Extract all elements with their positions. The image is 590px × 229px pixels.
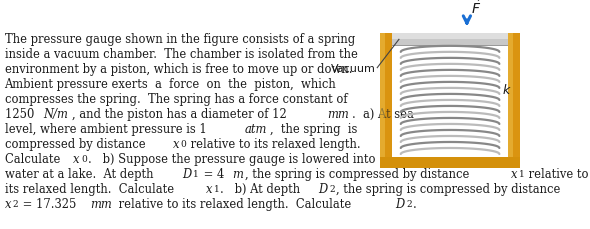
Text: 1: 1	[214, 185, 219, 194]
Bar	[380, 34, 392, 168]
Bar	[392, 34, 509, 39]
Text: Calculate: Calculate	[5, 152, 64, 165]
Bar	[509, 34, 513, 157]
Text: , the spring is compressed by distance: , the spring is compressed by distance	[336, 182, 560, 195]
Text: Ambient pressure exerts  a  force  on  the  piston,  which: Ambient pressure exerts a force on the p…	[5, 78, 336, 90]
Text: 2: 2	[12, 199, 18, 209]
Bar	[380, 157, 520, 168]
Text: mm: mm	[327, 107, 349, 120]
Text: level, where ambient pressure is 1: level, where ambient pressure is 1	[5, 122, 210, 135]
Text: relative to its relaxed length.  Calculate: relative to its relaxed length. Calculat…	[115, 197, 355, 210]
Text: m: m	[232, 167, 243, 180]
Text: mm: mm	[90, 197, 112, 210]
Text: = 17.325: = 17.325	[19, 197, 80, 210]
Text: 1: 1	[519, 170, 525, 179]
Text: x: x	[511, 167, 517, 180]
Text: D: D	[318, 182, 327, 195]
Text: .  a) At sea: . a) At sea	[352, 107, 414, 120]
Text: = 4: = 4	[199, 167, 228, 180]
Text: N/m: N/m	[43, 107, 68, 120]
Text: relative to its relaxed length.: relative to its relaxed length.	[187, 137, 361, 150]
Text: 2: 2	[329, 185, 335, 194]
Text: $k$: $k$	[502, 83, 512, 97]
Bar	[392, 34, 509, 47]
Text: .   b) At depth: . b) At depth	[221, 182, 304, 195]
Text: 2: 2	[406, 199, 412, 209]
Text: water at a lake.  At depth: water at a lake. At depth	[5, 167, 157, 180]
Text: .   b) Suppose the pressure gauge is lowered into: . b) Suppose the pressure gauge is lower…	[88, 152, 375, 165]
Text: compressed by distance: compressed by distance	[5, 137, 149, 150]
Text: relative to: relative to	[525, 167, 589, 180]
Text: The pressure gauge shown in the figure consists of a spring: The pressure gauge shown in the figure c…	[5, 33, 355, 46]
Bar	[392, 45, 509, 47]
Text: x: x	[206, 182, 212, 195]
Text: ,  the spring  is: , the spring is	[270, 122, 358, 135]
Bar	[509, 34, 520, 157]
Text: compresses the spring.  The spring has a force constant of: compresses the spring. The spring has a …	[5, 93, 347, 105]
Text: inside a vacuum chamber.  The chamber is isolated from the: inside a vacuum chamber. The chamber is …	[5, 48, 358, 61]
Bar	[380, 34, 385, 157]
Text: D: D	[182, 167, 191, 180]
Text: D: D	[395, 197, 405, 210]
Text: $\vec{F}$: $\vec{F}$	[471, 0, 481, 17]
Text: , the spring is compressed by distance: , the spring is compressed by distance	[245, 167, 473, 180]
Bar	[380, 34, 392, 157]
Text: , and the piston has a diameter of 12: , and the piston has a diameter of 12	[72, 107, 290, 120]
Text: atm: atm	[244, 122, 267, 135]
Text: x: x	[173, 137, 179, 150]
Text: 1250: 1250	[5, 107, 38, 120]
Bar	[509, 34, 520, 168]
Text: x: x	[73, 152, 80, 165]
Text: 0: 0	[81, 155, 87, 164]
Bar	[392, 34, 509, 157]
Text: x: x	[5, 197, 11, 210]
Text: Vacuum: Vacuum	[330, 63, 375, 73]
Text: 1: 1	[193, 170, 199, 179]
Text: its relaxed length.  Calculate: its relaxed length. Calculate	[5, 182, 177, 195]
Text: environment by a piston, which is free to move up or down.: environment by a piston, which is free t…	[5, 63, 352, 76]
Text: 0: 0	[181, 140, 186, 149]
Text: .: .	[412, 197, 417, 210]
